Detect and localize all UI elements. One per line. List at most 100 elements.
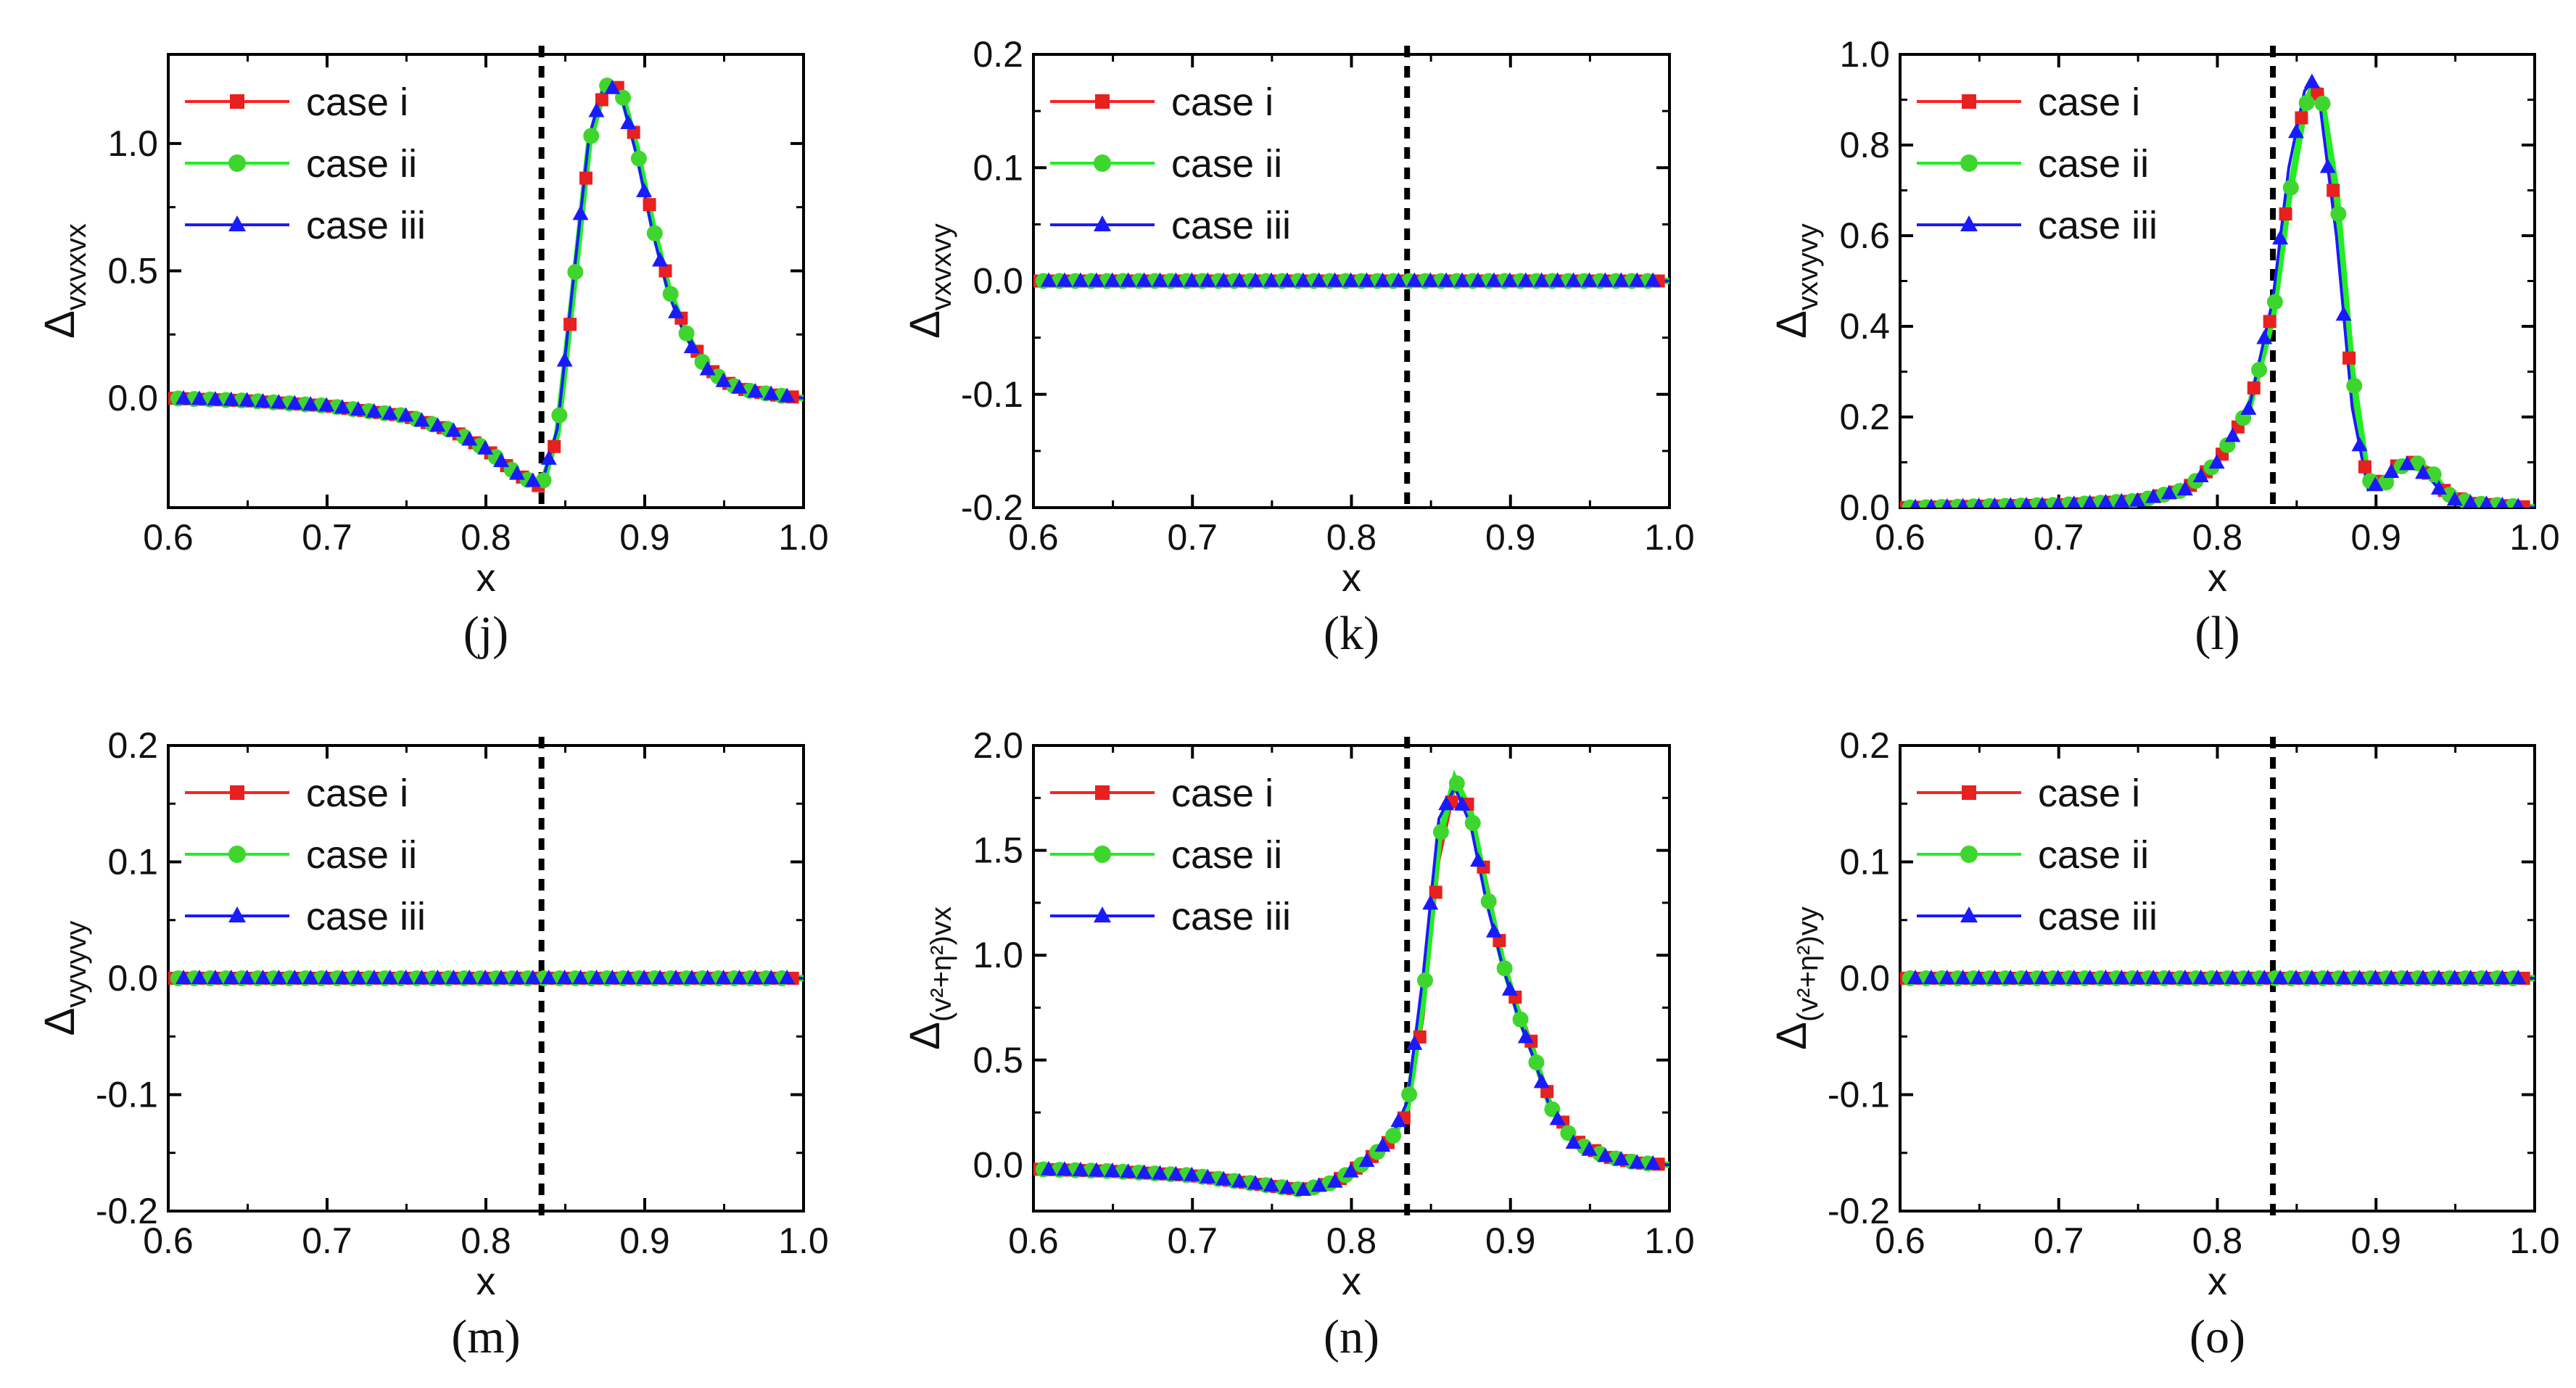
- y-tick-label: -0.1: [96, 1075, 158, 1115]
- data-point-case-iii: [1104, 272, 1120, 287]
- data-point-case-iii: [1939, 970, 1955, 984]
- data-point-case-iii: [2176, 970, 2193, 984]
- data-point-case-iii: [1326, 272, 1343, 287]
- data-point-case-iii: [493, 970, 510, 984]
- data-point-case-iii: [2065, 970, 2082, 984]
- y-tick-label: 0.2: [973, 34, 1023, 75]
- legend-label: case iii: [306, 204, 426, 247]
- y-tick-label: 1.0: [107, 123, 158, 164]
- data-point-case-iii: [271, 970, 287, 984]
- x-tick-label: 0.7: [2034, 517, 2084, 558]
- data-point-case-iii: [366, 402, 382, 418]
- data-point-case-iii: [2067, 495, 2081, 508]
- x-tick-label: 0.6: [143, 1220, 194, 1261]
- data-point-case-iii: [2113, 970, 2130, 984]
- data-point-case-ii: [2266, 294, 2283, 310]
- data-point-case-ii: [1480, 893, 1497, 909]
- data-point-case-iii: [524, 970, 541, 984]
- x-tick-label: 0.8: [461, 517, 511, 558]
- data-point-case-iii: [731, 379, 748, 394]
- y-axis-label-main: Δ: [901, 310, 949, 339]
- data-point-case-iii: [1907, 970, 1923, 984]
- data-point-case-iii: [302, 970, 319, 984]
- legend-marker: [1095, 94, 1110, 109]
- data-point-case-iii: [1533, 272, 1550, 287]
- series-line-case-i: [1900, 83, 2535, 508]
- x-tick-label: 0.9: [1485, 517, 1536, 558]
- data-point-case-iii: [731, 970, 748, 984]
- data-point-case-iii: [429, 417, 446, 432]
- data-point-case-ii: [1432, 824, 1449, 840]
- data-point-case-iii: [1629, 272, 1646, 287]
- data-point-case-iii: [1072, 272, 1089, 287]
- y-tick-label: 0.8: [1839, 125, 1890, 165]
- legend-item-case-ii: case ii: [185, 833, 417, 877]
- data-point-case-iii: [2512, 497, 2524, 508]
- data-point-case-iii: [1310, 1177, 1327, 1192]
- y-tick-label: 2.0: [973, 725, 1023, 766]
- y-tick-label: 0.0: [973, 1144, 1023, 1185]
- legend-label: case ii: [306, 142, 417, 186]
- data-point-case-iii: [540, 450, 557, 465]
- data-point-case-iii: [779, 387, 796, 402]
- y-axis-label: Δ(v²+η²)vx: [901, 906, 957, 1050]
- data-point-case-iii: [652, 970, 669, 984]
- data-point-case-ii: [1512, 1011, 1529, 1028]
- data-point-case-iii: [350, 401, 366, 416]
- y-tick-label: 0.6: [1839, 215, 1890, 256]
- x-tick-label: 0.9: [2350, 1220, 2401, 1261]
- data-point-case-iii: [207, 391, 223, 406]
- y-axis-label-sub: (v²+η²)vx: [925, 906, 957, 1022]
- data-point-case-iii: [2478, 970, 2495, 984]
- data-point-case-iii: [397, 407, 414, 422]
- data-point-case-iii: [2176, 481, 2193, 496]
- data-point-case-ii: [1417, 972, 1434, 988]
- y-tick-label: 0.0: [107, 958, 158, 999]
- x-tick-label: 0.8: [1326, 1220, 1377, 1261]
- data-area: [1900, 73, 2535, 508]
- x-tick-label: 0.9: [2350, 517, 2401, 558]
- data-point-case-iii: [2335, 970, 2352, 984]
- legend-item-case-ii: case ii: [1917, 833, 2149, 877]
- data-point-case-iii: [1597, 1147, 1614, 1162]
- data-point-case-iii: [1581, 1141, 1598, 1156]
- x-axis-label: x: [476, 1260, 496, 1303]
- data-point-case-iii: [1390, 272, 1407, 287]
- data-point-case-iii: [1056, 1161, 1073, 1176]
- data-point-case-iii: [271, 394, 287, 409]
- data-point-case-iii: [1231, 272, 1248, 287]
- data-point-case-iii: [524, 472, 541, 487]
- data-point-case-ii: [2298, 94, 2315, 111]
- legend-item-case-iii: case iii: [1917, 204, 2158, 247]
- legend-marker: [1960, 215, 1978, 231]
- series-line-case-i: [168, 86, 804, 489]
- data-point-case-iii: [1041, 1160, 1057, 1176]
- data-point-case-iii: [397, 970, 414, 984]
- data-point-case-iii: [1200, 1168, 1216, 1183]
- data-area: [1033, 769, 1669, 1198]
- legend-label: case iii: [306, 895, 426, 938]
- data-point-case-iii: [2446, 970, 2463, 984]
- data-point-case-iii: [1470, 852, 1487, 867]
- y-axis-label-sub: vxvxvy: [925, 223, 957, 310]
- legend-label: case i: [2038, 772, 2140, 815]
- data-point-case-iii: [1470, 272, 1487, 287]
- data-point-case-iii: [2224, 970, 2241, 984]
- legend-label: case ii: [2038, 833, 2149, 877]
- data-point-case-iii: [2383, 970, 2400, 984]
- data-point-case-iii: [2446, 491, 2463, 506]
- data-point-case-ii: [2378, 474, 2395, 491]
- data-point-case-i: [548, 439, 561, 453]
- data-point-case-iii: [2510, 970, 2527, 984]
- legend-label: case i: [1171, 772, 1273, 815]
- data-point-case-ii: [2330, 206, 2347, 222]
- data-point-case-iii: [1454, 272, 1471, 287]
- data-point-case-i: [2295, 111, 2308, 125]
- panel-caption: (n): [1324, 1310, 1379, 1363]
- data-point-case-iii: [2367, 970, 2384, 984]
- data-point-case-iii: [318, 397, 335, 412]
- data-point-case-ii: [662, 286, 679, 302]
- data-point-case-iii: [318, 970, 335, 984]
- data-point-case-iii: [255, 970, 271, 984]
- legend-marker: [230, 94, 244, 109]
